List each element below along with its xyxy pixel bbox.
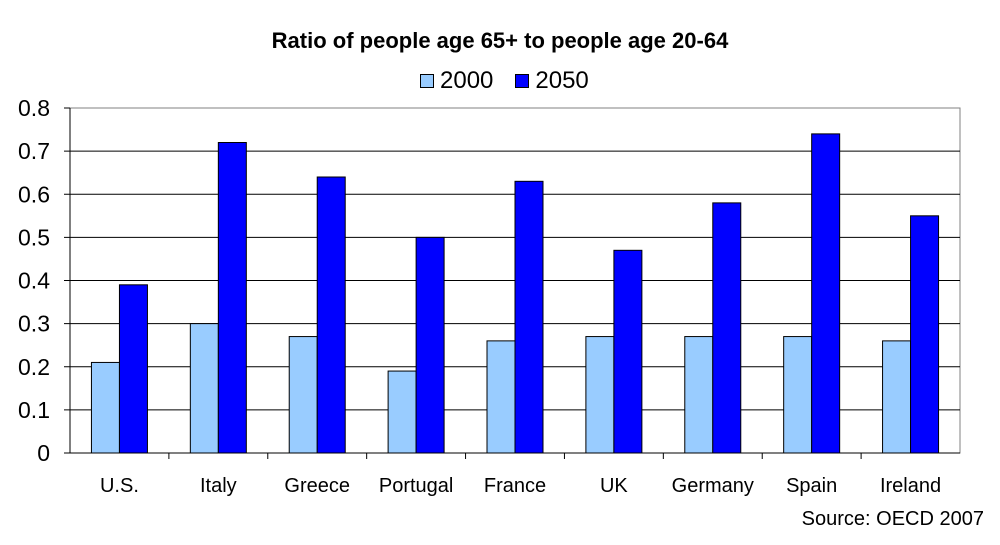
- x-tick-label: Ireland: [880, 475, 941, 497]
- legend-label-2000: 2000: [440, 67, 494, 94]
- bar-2050-france: [514, 180, 544, 454]
- y-tick-label: 0.8: [18, 95, 50, 121]
- x-tick-label: Portugal: [379, 475, 454, 497]
- bar-2000-ireland: [882, 340, 912, 454]
- x-tick-label: France: [484, 475, 546, 497]
- legend-label-2050: 2050: [535, 67, 589, 94]
- bar-2000-u-s: [90, 361, 120, 454]
- y-tick-label: 0: [37, 440, 50, 466]
- x-tick-label: Germany: [672, 475, 754, 497]
- bar-2000-germany: [684, 336, 714, 454]
- legend: 2000 2050: [420, 66, 611, 96]
- x-tick-label: Greece: [284, 475, 350, 497]
- y-tick-label: 0.1: [18, 397, 50, 423]
- legend-item-2000: 2000: [420, 67, 493, 95]
- y-tick-label: 0.3: [18, 311, 50, 337]
- bar-2000-italy: [189, 323, 219, 454]
- y-tick-label: 0.5: [18, 224, 50, 250]
- bar-2000-spain: [783, 336, 813, 454]
- bar-2000-france: [486, 340, 516, 454]
- bar-2000-uk: [585, 336, 615, 454]
- legend-swatch-2000: [420, 74, 434, 88]
- bar-2050-italy: [217, 142, 247, 454]
- bar-2050-u-s: [118, 284, 148, 454]
- bar-2050-germany: [712, 202, 742, 454]
- bar-2000-greece: [288, 336, 318, 454]
- bar-2050-greece: [316, 176, 346, 454]
- bar-2050-spain: [811, 133, 841, 454]
- chart-title: Ratio of people age 65+ to people age 20…: [271, 28, 729, 53]
- legend-swatch-2050: [515, 74, 530, 88]
- y-tick-label: 0.6: [18, 181, 50, 207]
- bar-2000-portugal: [387, 370, 417, 454]
- bar-2050-ireland: [910, 215, 940, 454]
- y-tick-label: 0.7: [18, 138, 50, 164]
- source-note: Source: OECD 2007: [801, 508, 984, 530]
- x-tick-label: Spain: [786, 475, 837, 497]
- legend-item-2050: 2050: [515, 67, 589, 95]
- x-tick-label: UK: [600, 475, 628, 497]
- y-tick-label: 0.2: [18, 354, 50, 380]
- x-tick-label: U.S.: [100, 475, 139, 497]
- bar-2050-portugal: [415, 236, 445, 454]
- y-tick-label: 0.4: [18, 268, 50, 294]
- x-tick-label: Italy: [200, 475, 237, 497]
- bar-2050-uk: [613, 249, 643, 454]
